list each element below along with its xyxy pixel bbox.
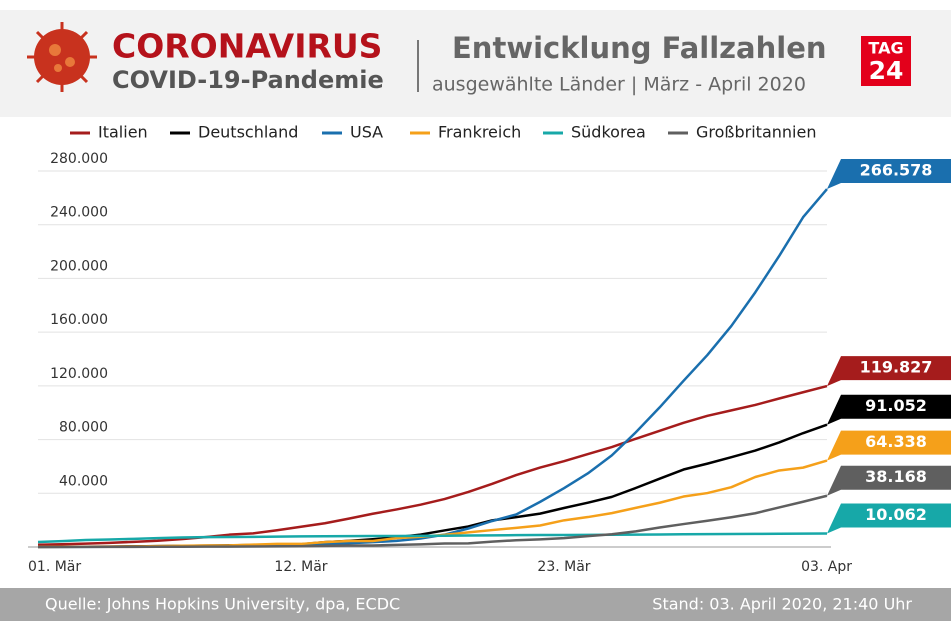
series-line xyxy=(37,532,828,544)
x-tick-label: 12. Mär xyxy=(274,559,327,575)
header-subheading: ausgewählte Länder | März - April 2020 xyxy=(432,74,806,96)
y-tick-label: 80.000 xyxy=(59,420,108,436)
y-tick-label: 240.000 xyxy=(50,205,108,221)
value-label: 38.168 xyxy=(865,467,927,486)
y-tick-label: 200.000 xyxy=(50,258,108,274)
value-label: 10.062 xyxy=(865,505,927,524)
x-tick-label: 23. Mär xyxy=(537,559,590,575)
header-heading: Entwicklung Fallzahlen xyxy=(452,31,827,65)
y-tick-label: 120.000 xyxy=(50,366,108,382)
value-label: 266.578 xyxy=(860,161,933,180)
value-label: 64.338 xyxy=(865,432,927,451)
logo xyxy=(861,36,911,86)
series-line xyxy=(37,494,828,549)
value-label-box xyxy=(827,159,951,190)
legend-label: Großbritannien xyxy=(696,123,816,142)
value-label-box xyxy=(827,465,951,496)
y-tick-label: 160.000 xyxy=(50,312,108,328)
legend-label: Frankreich xyxy=(438,123,521,142)
y-tick-label: 280.000 xyxy=(50,151,108,167)
value-label-box xyxy=(827,430,951,461)
value-label: 119.827 xyxy=(860,358,933,377)
value-label-box xyxy=(827,394,951,425)
value-label-box xyxy=(827,503,951,534)
header-subtitle: COVID-19-Pandemie xyxy=(112,66,384,94)
series-line xyxy=(37,423,828,549)
footer-date: Stand: 03. April 2020, 21:40 Uhr xyxy=(652,595,912,614)
x-tick-label: 03. Apr xyxy=(801,559,852,575)
header-title: CORONAVIRUS xyxy=(112,27,382,66)
legend-label: Deutschland xyxy=(198,123,298,142)
virus-icon xyxy=(27,22,97,92)
logo-bottom: 24 xyxy=(869,56,904,85)
legend-label: Italien xyxy=(98,123,148,142)
footer-band xyxy=(0,588,951,621)
footer-source: Quelle: Johns Hopkins University, dpa, E… xyxy=(45,595,400,614)
value-label: 91.052 xyxy=(865,396,927,415)
logo-top: TAG xyxy=(868,39,903,58)
header-band xyxy=(0,10,951,117)
x-tick-label: 01. Mär xyxy=(28,559,81,575)
series-line xyxy=(37,384,828,546)
y-tick-label: 40.000 xyxy=(59,473,108,489)
legend-label: USA xyxy=(350,123,383,142)
value-label-box xyxy=(827,356,951,387)
legend-label: Südkorea xyxy=(571,123,646,142)
